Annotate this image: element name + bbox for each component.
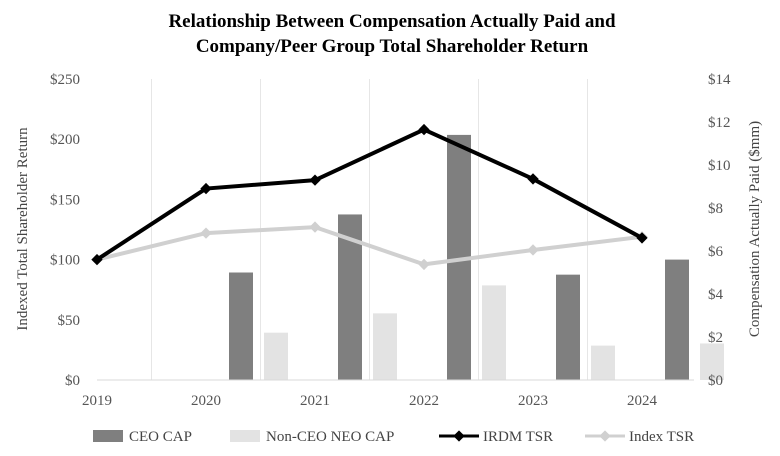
left-axis: $0 $50 $100 $150 $200 $250 [50,72,80,389]
point-index-tsr-2021 [309,221,321,233]
right-axis-label: Compensation Actually Paid ($mm) [747,121,763,337]
right-tick-label: $2 [708,330,723,346]
left-tick-label: $200 [50,132,80,148]
right-tick-label: $0 [708,373,723,389]
right-tick-label: $14 [708,72,731,88]
left-tick-label: $0 [65,373,80,389]
right-tick-label: $12 [708,115,731,131]
legend-marker-irdm-tsr [453,430,465,442]
x-tick-label: 2020 [191,393,221,409]
right-axis: $0 $2 $4 $6 $8 $10 $12 $14 [708,72,731,389]
bar-non-ceo-neo-cap-2024 [700,343,724,380]
point-irdm-tsr-2023 [527,173,539,185]
line-series [91,123,648,271]
left-axis-label: Indexed Total Shareholder Return [15,127,31,331]
point-index-tsr-2022 [418,258,430,271]
x-axis: 2019 2020 2021 2022 2023 2024 [82,379,694,409]
right-tick-label: $4 [708,287,724,303]
legend-swatch-ceo-cap [93,430,123,442]
left-tick-label: $250 [50,72,80,88]
legend-label-ceo-cap: CEO CAP [129,429,192,445]
point-irdm-tsr-2020 [200,182,212,195]
left-tick-label: $150 [50,192,80,208]
bar-ceo-cap-2023 [556,274,580,380]
legend-label-irdm-tsr: IRDM TSR [483,429,553,445]
vertical-gridlines [151,79,588,380]
x-tick-label: 2022 [409,393,439,409]
right-tick-label: $10 [708,158,731,174]
bar-non-ceo-neo-cap-2021 [373,313,397,380]
bar-non-ceo-neo-cap-2020 [264,332,288,380]
line-index-tsr [96,225,643,267]
legend-label-non-ceo-neo-cap: Non-CEO NEO CAP [266,429,394,445]
bar-non-ceo-neo-cap-2023 [591,345,615,380]
x-tick-label: 2023 [518,393,548,409]
legend-marker-index-tsr [599,430,611,442]
point-index-tsr-2023 [527,244,539,256]
point-index-tsr-2020 [200,227,212,239]
left-tick-label: $50 [58,313,81,329]
legend-label-index-tsr: Index TSR [629,429,694,445]
legend-swatch-non-ceo-neo-cap [230,430,260,442]
chart-title-line-2: Company/Peer Group Total Shareholder Ret… [196,36,589,57]
x-tick-label: 2024 [627,393,658,409]
point-irdm-tsr-2024 [636,232,648,244]
legend: CEO CAP Non-CEO NEO CAP IRDM TSR Index TSR [93,429,694,445]
right-tick-label: $6 [708,244,724,260]
point-irdm-tsr-2021 [309,174,321,186]
bar-ceo-cap-2020 [229,272,253,380]
x-tick-label: 2021 [300,393,330,409]
right-tick-label: $8 [708,201,723,217]
bar-ceo-cap-2024 [665,259,689,380]
chart-title-line-1: Relationship Between Compensation Actual… [168,11,616,32]
line-irdm-tsr [95,127,643,262]
bar-non-ceo-neo-cap-2022 [482,285,506,380]
x-tick-label: 2019 [82,393,112,409]
left-tick-label: $100 [50,253,80,269]
